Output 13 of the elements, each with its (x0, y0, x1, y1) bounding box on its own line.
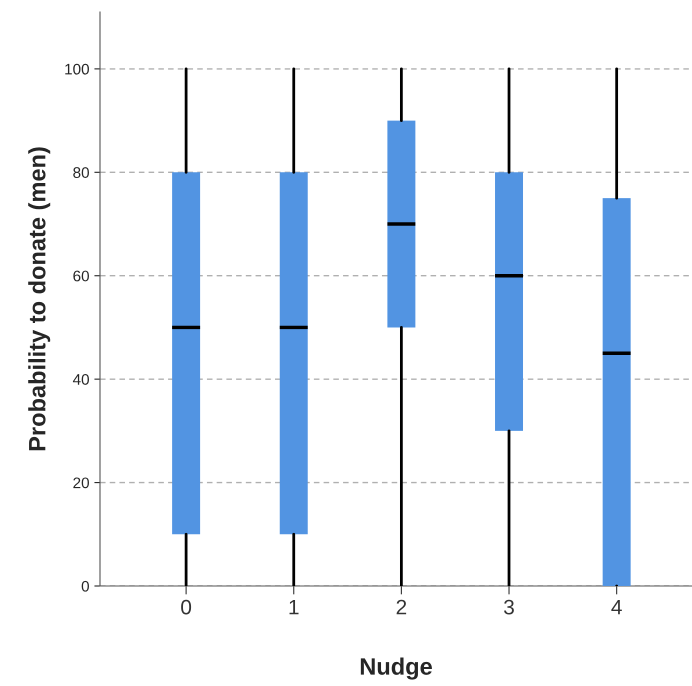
x-tick-label: 1 (290, 600, 299, 614)
y-tick-label: 40 (72, 374, 89, 385)
y-tick-label: 100 (65, 64, 89, 75)
y-tick-label: 20 (73, 477, 89, 488)
y-tick-label: 0 (82, 580, 89, 592)
x-tick-label: 4 (611, 600, 622, 614)
x-tick-label: 2 (396, 600, 406, 614)
x-tick-label: 0 (181, 600, 192, 614)
y-tick-label: 80 (73, 167, 89, 178)
y-tick-label: 60 (73, 270, 89, 282)
x-axis-title: Nudge (360, 658, 432, 680)
x-tick-label: 3 (504, 600, 514, 614)
y-axis-title: Probability to donate (men) (28, 147, 50, 450)
